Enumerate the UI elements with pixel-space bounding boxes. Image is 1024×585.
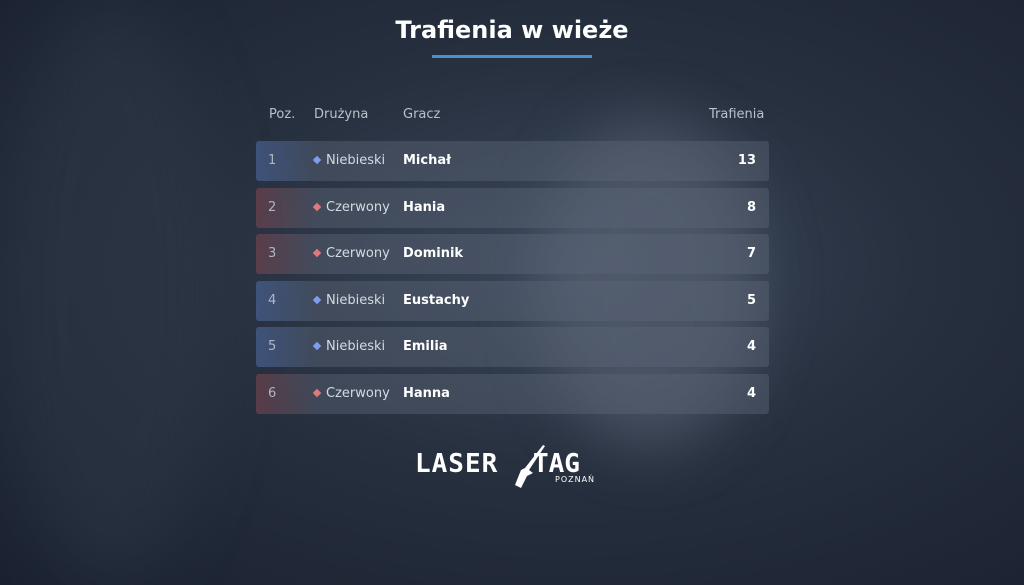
title-underline [432,55,592,58]
row-team: Niebieski [326,339,386,355]
table-row: 3 Czerwony Dominik 7 [256,234,769,275]
team-diamond-icon [312,388,322,398]
row-player: Eustachy [403,292,470,308]
row-position: 3 [268,246,277,262]
background-wall [0,0,220,585]
row-position: 2 [268,199,277,215]
header-hits: Trafienia [709,107,765,122]
table-row: 6 Czerwony Hanna 4 [256,374,769,414]
header-pos: Poz. [269,107,296,122]
row-player: Hanna [403,386,450,401]
row-player: Hania [403,199,446,215]
table-row: 2 Czerwony Hania 8 [256,187,769,228]
header-team: Drużyna [314,107,369,122]
header-player: Gracz [403,107,441,122]
row-team: Czerwony [326,246,390,262]
table-row: 4 Niebieski Eustachy 5 [256,280,769,321]
team-diamond-icon [312,155,322,165]
team-diamond-icon [312,248,322,258]
svg-text:POZNAŃ: POZNAŃ [555,473,595,484]
team-diamond-icon [312,342,322,351]
row-position: 5 [268,339,277,355]
table-row: 5 Niebieski Emilia 4 [256,327,769,368]
row-position: 4 [268,292,277,308]
row-hits: 4 [746,386,756,401]
row-position: 1 [268,153,277,168]
row-hits: 8 [746,199,756,215]
svg-text:TAG: TAG [533,449,580,479]
row-team: Niebieski [326,292,386,308]
row-player: Emilia [403,339,448,355]
page-title: Trafienia w wieże [395,16,629,44]
row-hits: 7 [746,246,756,262]
svg-text:LASER: LASER [415,449,498,479]
laser-tag-logo: LASER TAG POZNAŃ [415,445,595,488]
table-row: 1 Niebieski Michał 13 [256,141,769,181]
rifle-icon [515,445,545,488]
row-hits: 4 [746,339,756,355]
row-team: Niebieski [326,153,386,168]
team-diamond-icon [312,202,322,211]
row-team: Czerwony [326,199,390,215]
row-hits: 13 [737,153,756,168]
team-diamond-icon [312,295,322,305]
row-hits: 5 [746,292,756,308]
row-team: Czerwony [326,386,390,401]
row-player: Dominik [403,246,464,262]
row-position: 6 [268,386,277,401]
row-player: Michał [403,153,451,168]
